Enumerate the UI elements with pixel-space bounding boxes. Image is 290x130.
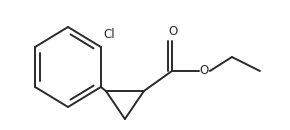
Text: Cl: Cl [103,28,115,41]
Text: O: O [199,64,209,77]
Text: O: O [168,25,177,38]
